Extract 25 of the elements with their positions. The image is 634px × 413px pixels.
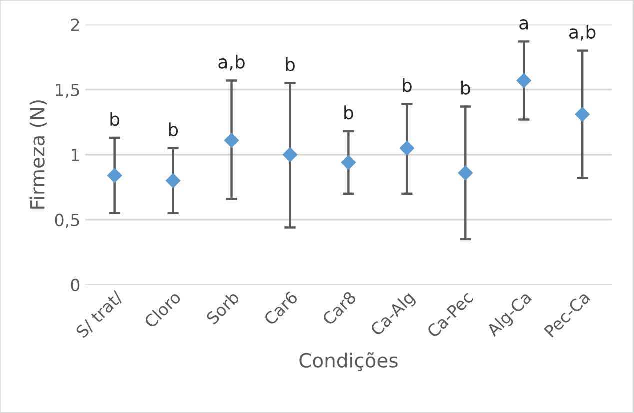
annotation: a,b — [218, 54, 245, 71]
x-axis-title: Condições — [300, 352, 398, 372]
point — [400, 140, 415, 156]
y-tick-label: 2 — [71, 18, 80, 32]
y-tick-label: 0 — [71, 278, 80, 292]
annotation: a,b — [570, 24, 596, 41]
annotation: b — [403, 78, 412, 92]
point — [282, 147, 298, 162]
y-tick-label: 1,5 — [56, 84, 80, 98]
annotation: b — [110, 112, 120, 126]
annotation: b — [286, 58, 295, 72]
y-tick-label: 1 — [72, 149, 80, 162]
annotation: b — [344, 106, 354, 120]
y-axis-title: Firmeza (N) — [30, 100, 48, 209]
point — [516, 73, 532, 88]
annotation: b — [462, 80, 470, 95]
point — [107, 168, 122, 184]
point — [341, 155, 356, 170]
y-tick-label: 0,5 — [55, 214, 80, 228]
point — [574, 106, 590, 122]
point — [166, 173, 181, 188]
annotation: b — [169, 122, 178, 137]
point — [224, 132, 240, 148]
annotation: a — [520, 19, 528, 30]
point — [458, 165, 474, 181]
